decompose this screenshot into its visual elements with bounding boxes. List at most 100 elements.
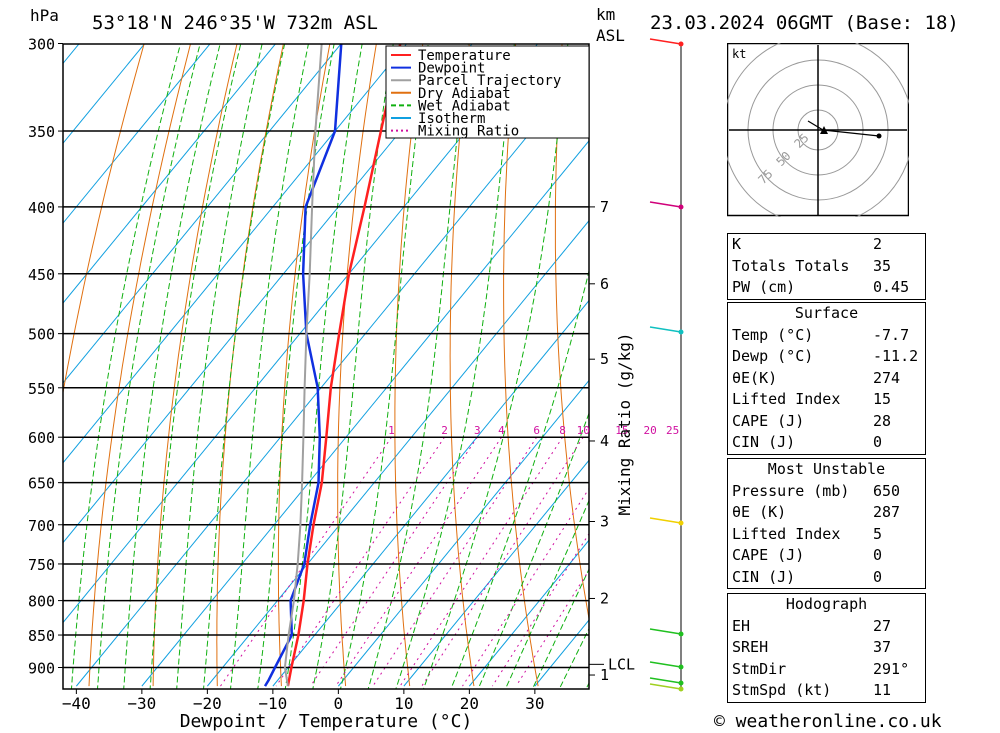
row-value: 2 [873,235,883,253]
row-value: 35 [873,256,892,275]
row-label: Temp (°C) [732,325,814,344]
legend-label: Dry Adiabat [418,86,511,102]
row-value: -11.2 [873,347,919,365]
legend-label: Mixing Ratio [418,124,519,140]
wet-adiabat-line [422,44,569,689]
dry-adiabat-line [337,44,377,687]
wet-adiabat-line [230,44,309,689]
mixing-ratio-line [372,436,538,687]
table-row: SREH 37 [728,637,925,659]
wet-adiabat-line [97,44,201,689]
row-label: θE(K) [732,368,778,387]
isotherm-line [272,299,589,687]
mixing-ratio-line [310,436,478,687]
table-row: Totals Totals 35 [728,256,925,278]
wet-adiabat-line [367,44,469,689]
wind-barb [649,661,682,668]
isotherm-line [63,44,277,304]
most-unstable-table: Most Unstable Pressure (mb) 650 θE (K) 287 L… [727,458,926,589]
dry-adiabat-line [980,44,1000,687]
temperature-tick-label: −10 [258,694,287,713]
mixing-ratio-line [399,436,564,687]
row-value: 287 [873,503,901,521]
mixing-ratio-line [275,436,445,687]
row-label: StmDir [732,659,787,678]
mixing-ratio-value-label: 1 [388,424,395,437]
dry-adiabat-line [63,44,145,396]
mixing-ratio-line [462,487,589,687]
pressure-tick-label: 400 [28,199,55,217]
height-tick-label: 6 [600,275,609,293]
table-row: PW (cm) 0.45 [728,277,925,299]
height-tick-label: 1 [600,666,609,684]
surface-table: Surface Temp (°C) -7.7 Dewp (°C) -11.2 θE(K)… [727,302,926,455]
row-value: 15 [873,390,892,408]
pressure-tick-label: 900 [28,660,55,678]
plot-frame [62,43,590,690]
isotherm-line [63,44,408,464]
row-value: 27 [873,616,892,635]
mixing-ratio-value-label: 2 [441,424,448,437]
row-label: CIN (J) [732,567,796,586]
pressure-tick-label: 450 [28,266,55,284]
mixing-ratio-value-label: 20 [644,424,657,437]
mixing-ratio-value-label: 6 [533,424,540,437]
row-label: Totals Totals [732,256,850,275]
isotherm-line [468,539,589,687]
wet-adiabat-line [123,44,221,689]
legend-label: Wet Adiabat [418,98,511,114]
table-row: StmSpd (kt) 11 [728,680,925,702]
hodograph-indices-table: Hodograph EH 27 SREH 37 StmDir 291° StmSpd (kt… [727,593,926,703]
legend-box [385,45,590,139]
height-unit-km: km [596,5,615,24]
table-row: Lifted Index 15 [728,389,925,411]
row-value: 0 [873,546,883,564]
row-value: 28 [873,411,892,430]
table-row: Temp (°C) -7.7 [728,325,925,347]
wet-adiabat-line [203,44,286,689]
dry-adiabat-line [152,44,238,687]
mixing-ratio-value-label: 4 [498,424,505,437]
dry-adiabat-line [216,44,284,687]
table-row: StmDir 291° [728,659,925,681]
temperature-tick-label: 0 [334,694,344,713]
height-tick-label: 4 [600,432,609,450]
row-value: 0 [873,433,883,451]
mixing-ratio-line [220,436,392,687]
row-value: 0 [873,567,883,586]
row-label: SREH [732,638,769,656]
row-label: θE (K) [732,503,787,521]
height-tick-label: 5 [600,350,609,368]
location-title: 53°18'N 246°35'W 732m ASL [92,12,378,34]
row-label: CAPE (J) [732,546,805,564]
legend-label: Dewpoint [418,61,485,77]
wind-barb [649,201,682,208]
table-row: Dewp (°C) -11.2 [728,346,925,368]
legend-label: Isotherm [418,111,485,127]
wet-adiabat-line [504,499,589,689]
row-value: 291° [873,659,910,678]
isotherm-line [75,60,589,687]
storm-motion-marker [820,126,828,134]
wet-adiabat-line [477,411,589,689]
wind-barb [649,683,682,690]
height-tick-label: 3 [600,513,609,531]
temperature-tick-label: −20 [193,694,222,713]
isotherm-line [63,44,342,384]
row-label: Pressure (mb) [732,481,850,500]
wind-barb [649,517,682,524]
pressure-tick-label: 500 [28,326,55,344]
mixing-ratio-line [335,436,502,687]
pressure-tick-label: 750 [28,556,55,574]
isotherm-line [63,44,211,224]
table-row: EH 27 [728,616,925,638]
pressure-tick-label: 800 [28,593,55,611]
hodograph-unit: kt [732,47,746,61]
wind-barb [649,326,682,333]
row-value: 0.45 [873,278,910,296]
table-row: θE (K) 287 [728,502,925,524]
row-label: K [732,235,742,253]
hodograph-point [876,133,882,139]
